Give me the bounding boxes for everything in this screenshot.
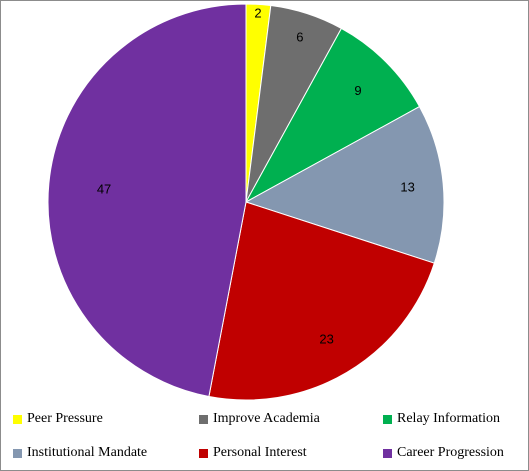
data-label-relay-information: 9 <box>354 83 361 98</box>
legend-item-relay-information: Relay Information <box>383 411 500 427</box>
legend-item-peer-pressure: Peer Pressure <box>13 411 103 427</box>
data-label-personal-interest: 23 <box>319 331 333 346</box>
pie-slice-career-progression <box>47 3 247 398</box>
data-label-peer-pressure: 2 <box>254 5 261 20</box>
data-label-career-progression: 47 <box>97 182 111 197</box>
pie-chart: 2 6 9 13 23 47 <box>47 3 445 401</box>
legend-item-career-progression: Career Progression <box>383 445 504 461</box>
legend-label: Personal Interest <box>213 445 307 460</box>
data-label-improve-academia: 6 <box>296 29 303 44</box>
legend-item-improve-academia: Improve Academia <box>199 411 320 427</box>
pie-slice-personal-interest <box>208 201 435 401</box>
legend-label: Institutional Mandate <box>27 445 148 460</box>
legend-swatch <box>13 414 22 424</box>
legend-label: Peer Pressure <box>27 411 103 426</box>
legend-swatch <box>383 414 392 424</box>
chart-legend: Peer Pressure Improve Academia Relay Inf… <box>1 403 528 469</box>
legend-label: Improve Academia <box>213 411 320 426</box>
legend-label: Relay Information <box>397 411 501 426</box>
legend-item-personal-interest: Personal Interest <box>199 445 307 461</box>
data-label-institutional-mandate: 13 <box>400 180 414 195</box>
legend-swatch <box>199 448 208 458</box>
legend-swatch <box>13 448 22 458</box>
legend-swatch <box>383 448 392 458</box>
legend-item-institutional-mandate: Institutional Mandate <box>13 445 147 461</box>
legend-swatch <box>199 414 208 424</box>
pie-slice-institutional-mandate <box>244 105 445 264</box>
legend-label: Career Progression <box>397 445 504 460</box>
pie-slice-relay-information <box>244 27 421 204</box>
